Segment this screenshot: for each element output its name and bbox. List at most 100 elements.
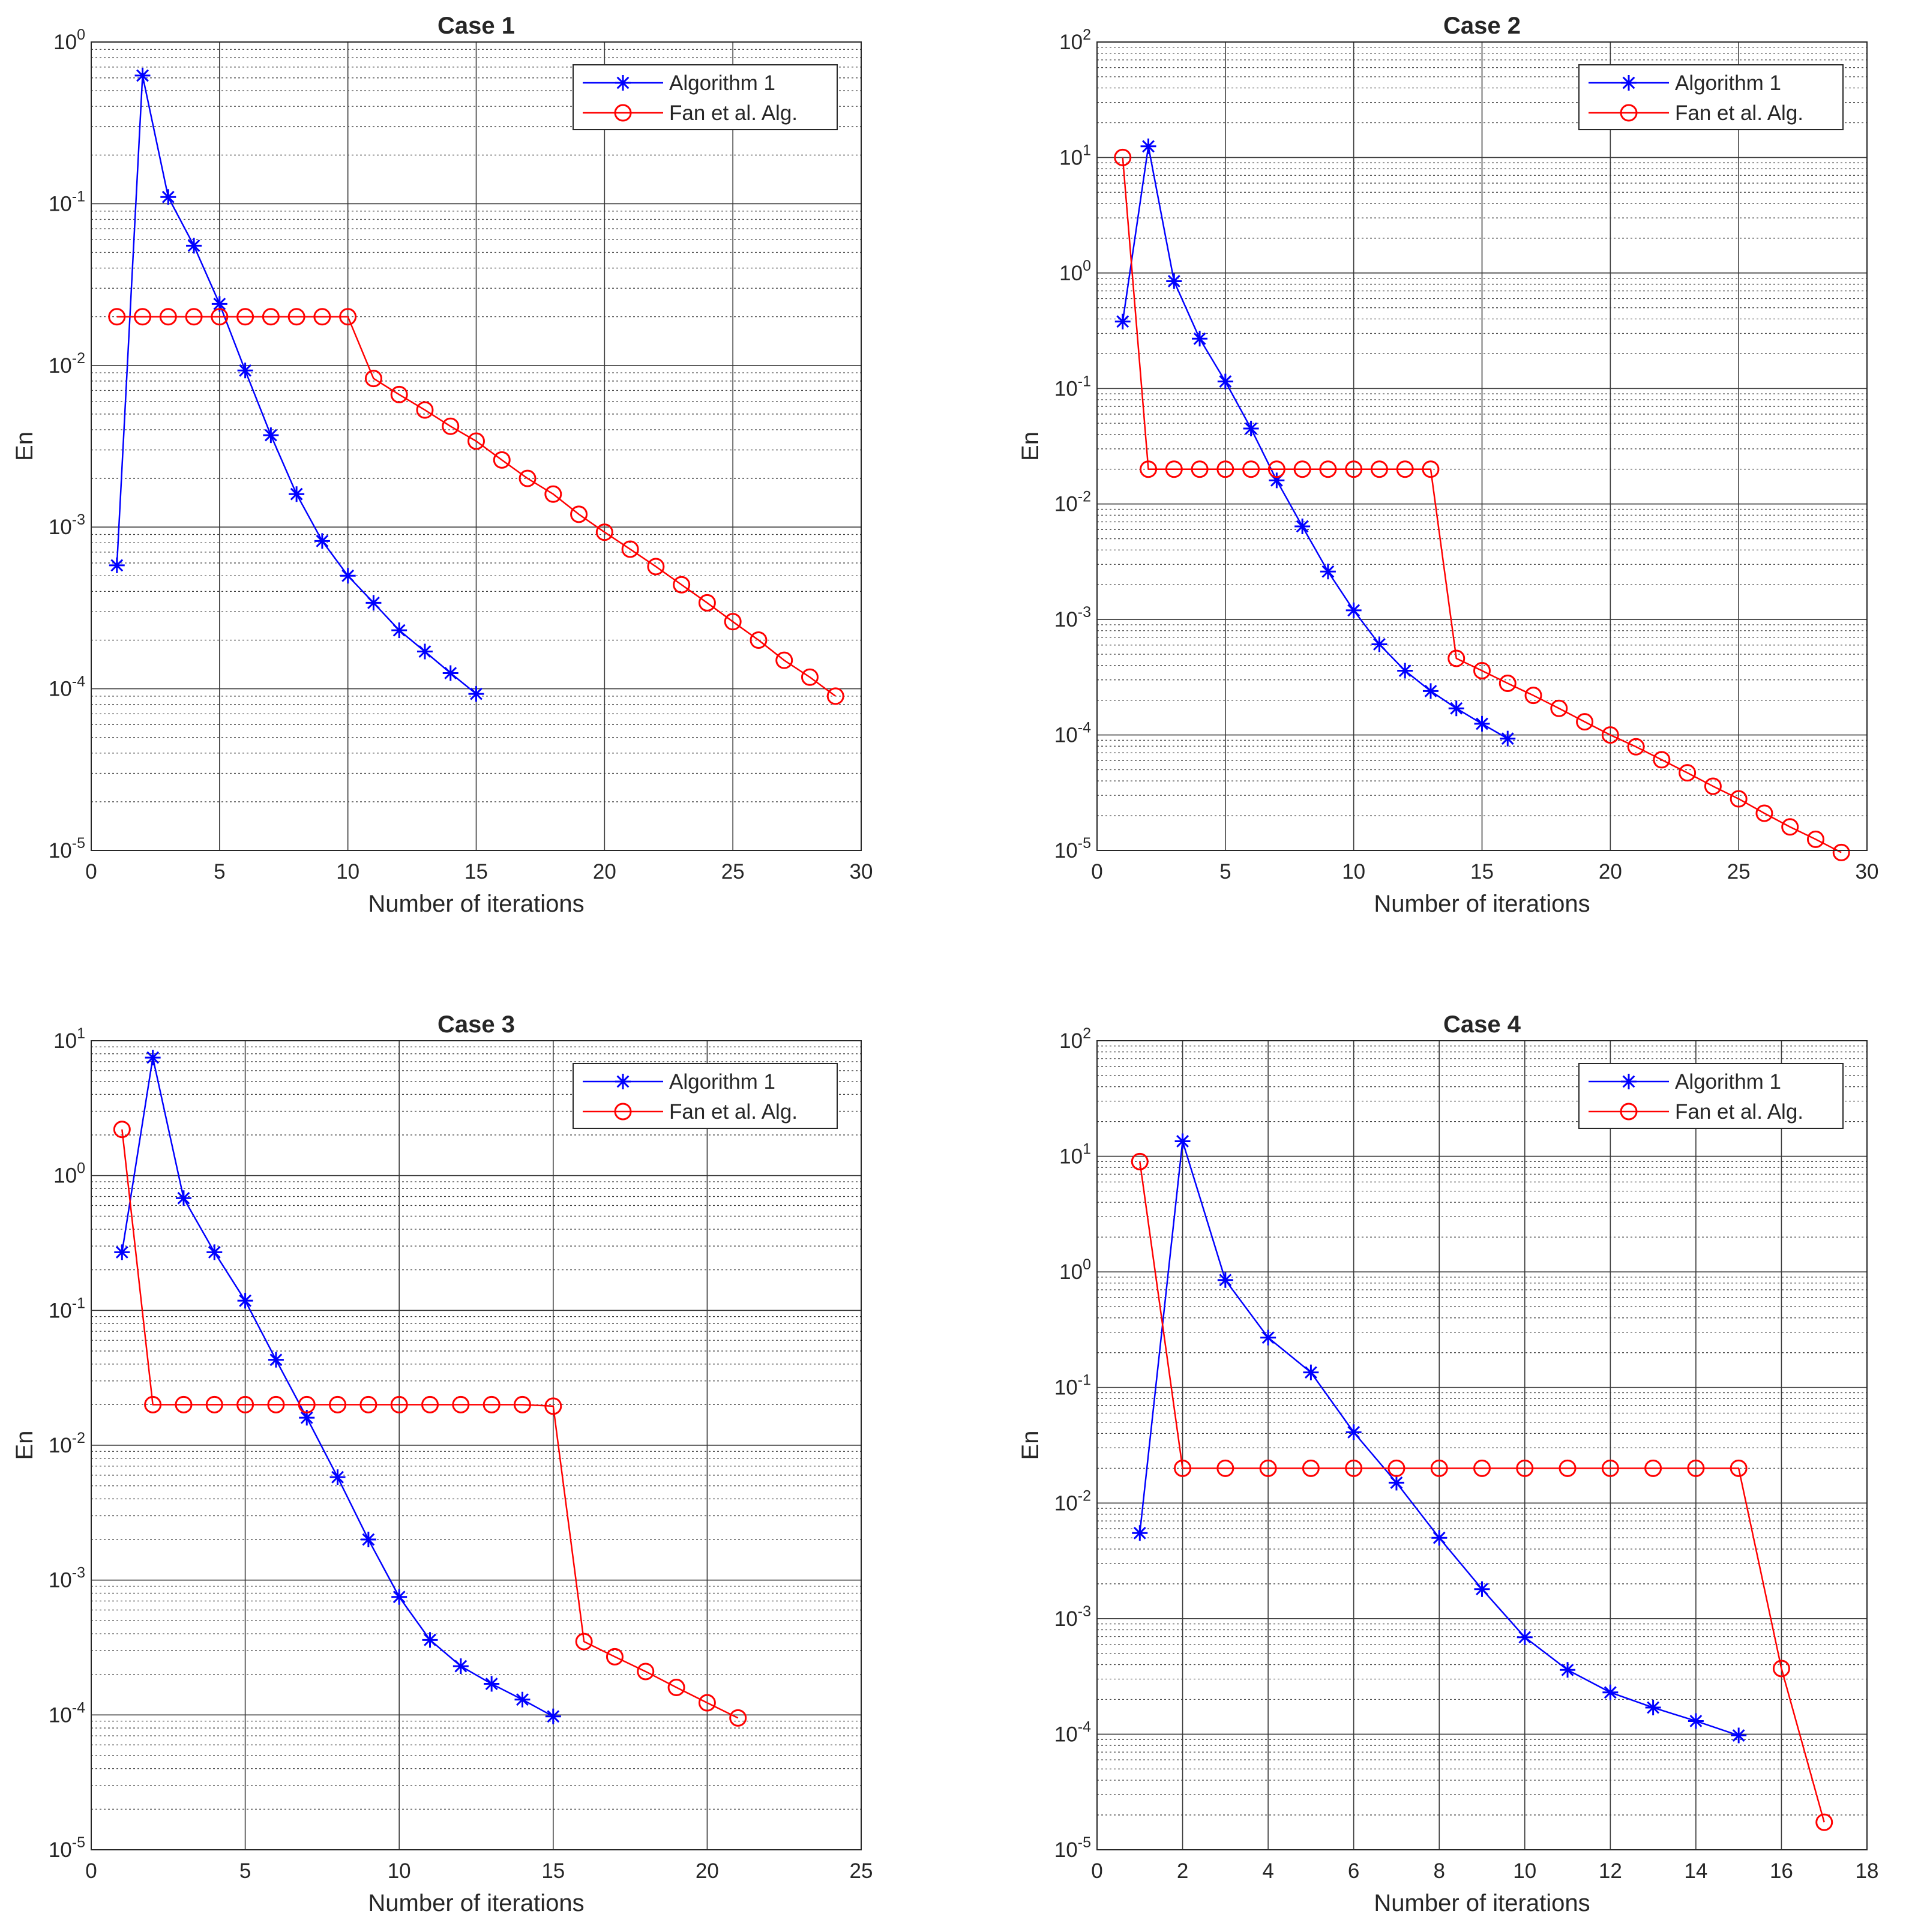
data-point bbox=[570, 505, 588, 523]
data-point bbox=[729, 1709, 747, 1727]
legend-marker bbox=[1621, 75, 1637, 91]
y-tick-label: 100 bbox=[1059, 1256, 1091, 1284]
series-2 bbox=[113, 1121, 747, 1727]
data-point bbox=[775, 651, 793, 669]
data-point bbox=[339, 308, 357, 326]
x-tick-label: 2 bbox=[1177, 1859, 1188, 1883]
data-point bbox=[329, 1395, 347, 1413]
data-point bbox=[237, 1293, 253, 1309]
chart-panel-4: 0 2 4 6 8 10 12 14 16 18 10-5 10-4 10-3 10-2 10-1 100 10… bbox=[1017, 1011, 1878, 1916]
y-tick-label: 10-3 bbox=[49, 1565, 85, 1592]
data-point bbox=[484, 1676, 500, 1692]
data-point bbox=[724, 613, 742, 631]
y-tick-label: 100 bbox=[53, 1160, 85, 1188]
axes-box bbox=[91, 41, 862, 851]
x-tick-label: 30 bbox=[850, 860, 873, 883]
x-tick-label: 25 bbox=[850, 1859, 873, 1883]
legend: Algorithm 1 Fan et al. Alg. bbox=[573, 1063, 838, 1129]
data-point bbox=[1474, 1581, 1490, 1597]
data-point bbox=[416, 643, 433, 660]
data-point bbox=[1524, 687, 1542, 705]
data-point bbox=[1687, 1459, 1705, 1477]
data-point bbox=[544, 1397, 562, 1415]
data-point bbox=[1140, 460, 1158, 478]
data-point bbox=[1216, 460, 1234, 478]
data-point bbox=[1517, 1629, 1533, 1645]
data-point bbox=[211, 308, 229, 326]
data-point bbox=[667, 1678, 685, 1696]
data-point bbox=[826, 687, 844, 705]
x-tick-label: 0 bbox=[1091, 860, 1102, 883]
data-point bbox=[1772, 1660, 1790, 1678]
data-point bbox=[1602, 1684, 1619, 1700]
x-tick-label: 0 bbox=[85, 1859, 97, 1883]
data-point bbox=[186, 238, 202, 254]
x-tick-label: 8 bbox=[1433, 1859, 1445, 1883]
x-tick-label: 10 bbox=[1513, 1859, 1536, 1883]
y-tick-label: 10-5 bbox=[49, 1834, 85, 1862]
data-point bbox=[1259, 1459, 1277, 1477]
data-point bbox=[1806, 830, 1824, 848]
x-tick-label: 15 bbox=[1470, 860, 1494, 883]
legend-marker bbox=[615, 75, 631, 91]
legend-marker bbox=[614, 1103, 632, 1121]
legend-label: Algorithm 1 bbox=[669, 71, 775, 95]
data-point bbox=[1269, 472, 1285, 489]
data-point bbox=[237, 363, 253, 379]
data-point bbox=[1679, 764, 1697, 782]
y-tick-label: 10-2 bbox=[49, 350, 85, 378]
data-point bbox=[236, 308, 254, 326]
chart-panel-3: 0 5 10 15 20 25 10-5 10-4 10-3 10-2 10-1 100 101 Case… bbox=[11, 1011, 873, 1916]
y-tick-label: 10-3 bbox=[1054, 604, 1091, 631]
data-point bbox=[1302, 1459, 1320, 1477]
data-point bbox=[1645, 1700, 1661, 1716]
data-point bbox=[468, 686, 484, 702]
x-tick-label: 6 bbox=[1348, 1859, 1359, 1883]
y-tick-label: 10-1 bbox=[1054, 1372, 1091, 1400]
data-point bbox=[1448, 700, 1464, 717]
legend-marker bbox=[615, 1074, 631, 1089]
data-point bbox=[1371, 636, 1387, 652]
data-point bbox=[298, 1395, 316, 1413]
data-point bbox=[1260, 1329, 1276, 1346]
x-axis-label: Number of iterations bbox=[1374, 891, 1590, 917]
data-point bbox=[113, 1121, 131, 1139]
data-point bbox=[698, 594, 716, 612]
legend: Algorithm 1 Fan et al. Alg. bbox=[573, 64, 838, 130]
data-point bbox=[1370, 460, 1388, 478]
y-tick-label: 102 bbox=[1059, 1025, 1091, 1053]
chart-title: Case 3 bbox=[437, 1011, 515, 1038]
data-point bbox=[340, 568, 356, 584]
legend: Algorithm 1 Fan et al. Alg. bbox=[1578, 64, 1844, 130]
y-tick-label: 10-1 bbox=[49, 1295, 85, 1322]
y-tick-label: 10-4 bbox=[1054, 1718, 1091, 1746]
data-point bbox=[390, 1395, 408, 1413]
y-tick-label: 10-2 bbox=[1054, 1487, 1091, 1515]
x-tick-label: 10 bbox=[336, 860, 359, 883]
data-point bbox=[1688, 1713, 1704, 1729]
data-point bbox=[1293, 460, 1311, 478]
data-point bbox=[1559, 1459, 1577, 1477]
y-tick-label: 101 bbox=[1059, 1141, 1091, 1169]
data-point bbox=[467, 432, 485, 450]
data-point bbox=[391, 622, 407, 639]
y-tick-label: 10-4 bbox=[49, 1699, 85, 1727]
series-line bbox=[1122, 145, 1508, 739]
data-point bbox=[1430, 1459, 1448, 1477]
data-point bbox=[364, 370, 382, 388]
series-line bbox=[121, 1129, 739, 1719]
data-point bbox=[1550, 699, 1568, 717]
legend-label: Fan et al. Alg. bbox=[1675, 101, 1803, 125]
data-point bbox=[175, 1190, 191, 1206]
axes-box bbox=[1096, 1040, 1868, 1850]
data-point bbox=[360, 1532, 376, 1548]
data-point bbox=[1174, 1133, 1191, 1149]
x-tick-label: 4 bbox=[1262, 1859, 1273, 1883]
x-tick-label: 20 bbox=[593, 860, 616, 883]
x-tick-label: 30 bbox=[1856, 860, 1879, 883]
data-point bbox=[206, 1244, 223, 1260]
legend-label: Algorithm 1 bbox=[1675, 1070, 1781, 1094]
data-point bbox=[1448, 649, 1466, 667]
axes-box bbox=[91, 1040, 862, 1850]
data-point bbox=[1473, 1459, 1491, 1477]
